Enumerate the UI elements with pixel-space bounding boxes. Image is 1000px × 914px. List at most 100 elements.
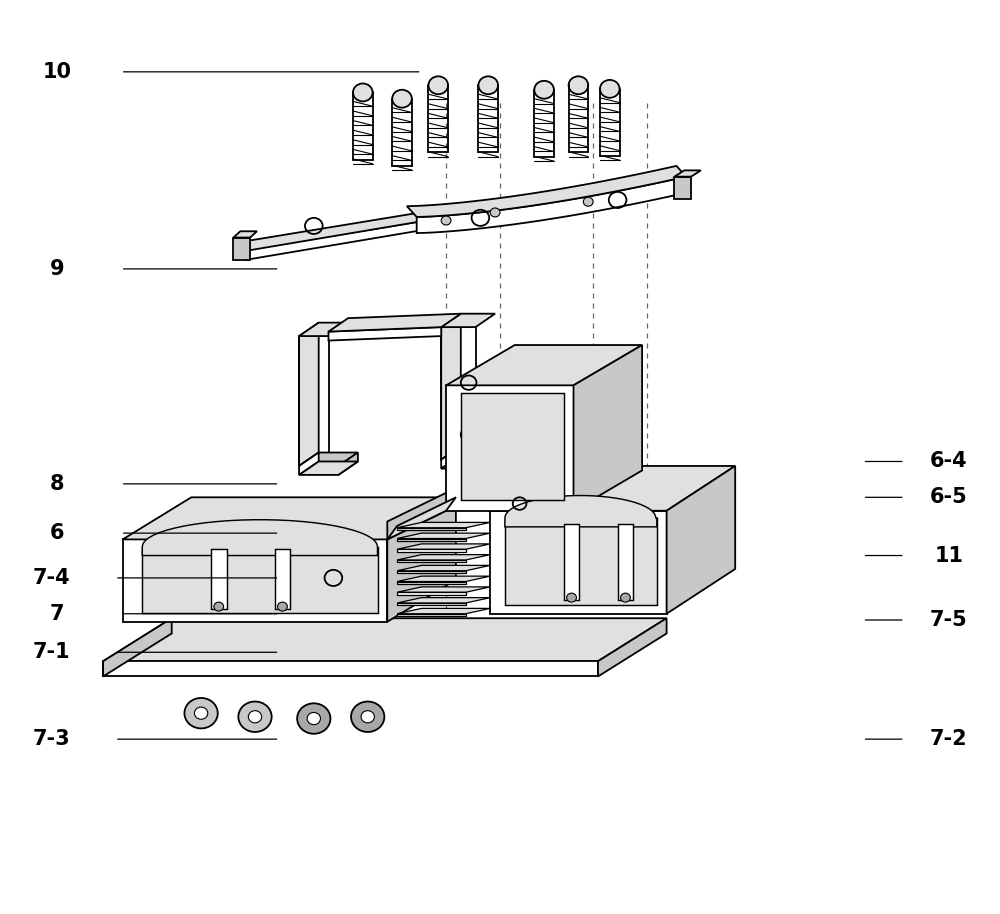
Polygon shape	[103, 618, 172, 676]
Text: 10: 10	[43, 62, 72, 82]
Polygon shape	[397, 533, 490, 538]
Circle shape	[297, 704, 330, 734]
Polygon shape	[441, 314, 461, 460]
Text: 6: 6	[50, 523, 64, 543]
Polygon shape	[397, 527, 466, 530]
Polygon shape	[441, 314, 495, 327]
Polygon shape	[417, 176, 686, 233]
Circle shape	[238, 702, 272, 732]
Polygon shape	[397, 587, 490, 592]
Polygon shape	[574, 345, 642, 511]
Circle shape	[478, 77, 498, 94]
Text: 6-5: 6-5	[930, 487, 968, 507]
Text: 7-3: 7-3	[32, 729, 70, 749]
Polygon shape	[387, 493, 446, 539]
Circle shape	[184, 698, 218, 728]
Polygon shape	[142, 520, 378, 556]
Text: 8: 8	[50, 473, 64, 494]
Text: 6-4: 6-4	[930, 452, 968, 472]
Polygon shape	[240, 211, 431, 251]
Polygon shape	[387, 497, 456, 539]
Polygon shape	[564, 525, 579, 600]
Polygon shape	[275, 549, 290, 610]
Polygon shape	[397, 592, 466, 595]
Circle shape	[621, 593, 630, 602]
Polygon shape	[397, 549, 466, 552]
Polygon shape	[328, 327, 441, 341]
Polygon shape	[397, 560, 466, 562]
Polygon shape	[299, 336, 328, 466]
Polygon shape	[299, 452, 319, 475]
Polygon shape	[233, 231, 257, 238]
Polygon shape	[397, 609, 490, 614]
Polygon shape	[299, 462, 358, 475]
Text: 7-2: 7-2	[930, 729, 968, 749]
Polygon shape	[397, 538, 466, 541]
Polygon shape	[397, 544, 490, 549]
Polygon shape	[505, 495, 657, 526]
Polygon shape	[674, 176, 691, 199]
Polygon shape	[397, 570, 466, 573]
Polygon shape	[123, 539, 387, 622]
Polygon shape	[441, 446, 461, 469]
Circle shape	[248, 711, 262, 723]
Circle shape	[583, 197, 593, 207]
Text: 7: 7	[50, 604, 64, 623]
Circle shape	[353, 83, 373, 101]
Circle shape	[278, 602, 287, 611]
Polygon shape	[299, 452, 358, 466]
Polygon shape	[441, 446, 500, 460]
Polygon shape	[674, 170, 701, 176]
Polygon shape	[142, 547, 378, 613]
Circle shape	[392, 90, 412, 108]
Polygon shape	[480, 446, 500, 469]
Polygon shape	[397, 614, 466, 616]
Polygon shape	[103, 661, 598, 676]
Polygon shape	[123, 497, 456, 539]
Circle shape	[194, 707, 208, 719]
Circle shape	[307, 712, 320, 725]
Polygon shape	[397, 581, 466, 584]
Text: 7-5: 7-5	[930, 610, 968, 630]
Polygon shape	[446, 386, 574, 511]
Polygon shape	[299, 323, 348, 336]
Polygon shape	[397, 555, 490, 560]
Circle shape	[567, 593, 576, 602]
Circle shape	[361, 711, 374, 723]
Polygon shape	[397, 603, 466, 605]
Polygon shape	[618, 525, 633, 600]
Polygon shape	[103, 618, 667, 661]
Circle shape	[428, 77, 448, 94]
Polygon shape	[211, 549, 227, 610]
Polygon shape	[397, 598, 490, 603]
Circle shape	[441, 216, 451, 225]
Polygon shape	[441, 327, 476, 460]
Text: 7-1: 7-1	[32, 643, 70, 663]
Polygon shape	[490, 511, 667, 614]
Polygon shape	[667, 466, 735, 614]
Polygon shape	[441, 455, 500, 469]
Polygon shape	[446, 345, 642, 386]
Circle shape	[214, 602, 224, 611]
Circle shape	[569, 77, 588, 94]
Polygon shape	[505, 518, 657, 605]
Circle shape	[490, 208, 500, 217]
Polygon shape	[233, 238, 250, 260]
Text: 11: 11	[934, 546, 963, 566]
Polygon shape	[407, 166, 686, 217]
Polygon shape	[338, 452, 358, 475]
Polygon shape	[598, 618, 667, 676]
Polygon shape	[240, 219, 431, 260]
Polygon shape	[387, 497, 456, 622]
Polygon shape	[490, 466, 735, 511]
Text: 7-4: 7-4	[32, 568, 70, 588]
Polygon shape	[397, 576, 490, 581]
Circle shape	[351, 702, 384, 732]
Text: 9: 9	[50, 259, 64, 279]
Polygon shape	[397, 523, 490, 527]
Circle shape	[534, 80, 554, 99]
Polygon shape	[461, 392, 564, 500]
Polygon shape	[328, 314, 461, 332]
Polygon shape	[299, 323, 319, 466]
Circle shape	[600, 80, 620, 98]
